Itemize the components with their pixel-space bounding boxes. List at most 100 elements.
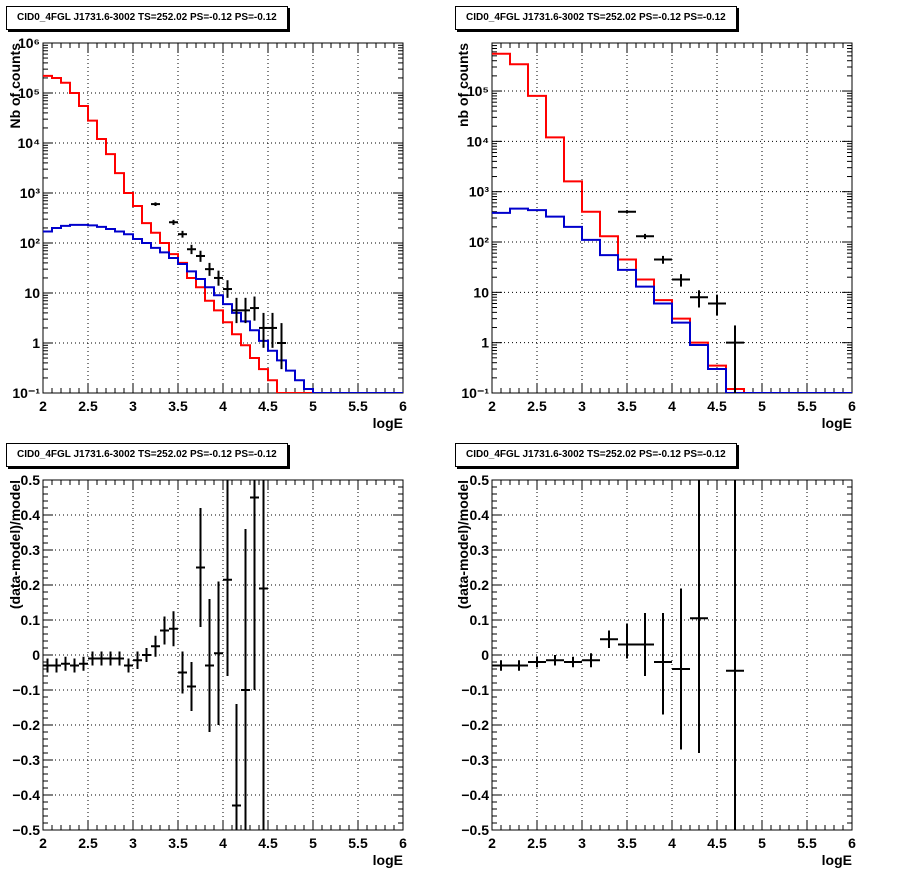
data-point — [636, 233, 654, 239]
residual-point — [160, 616, 169, 645]
x-tick-label: 4.5 — [258, 398, 278, 414]
y-tick-label: −0.2 — [12, 717, 40, 733]
residual-point — [636, 613, 654, 676]
background-histogram — [43, 223, 403, 393]
x-tick-label: 5.5 — [797, 398, 817, 414]
y-tick-label: −0.5 — [461, 822, 489, 838]
x-tick-label: 4 — [668, 398, 676, 414]
y-tick-label: 10³ — [469, 184, 490, 200]
residual-point — [250, 480, 259, 690]
y-tick-label: −0.3 — [461, 752, 489, 768]
y-tick-label: 10² — [469, 234, 490, 250]
x-tick-label: 3 — [129, 398, 137, 414]
residual-point — [70, 658, 79, 673]
x-tick-label: 2 — [488, 835, 496, 851]
chart-title: CID0_4FGL J1731.6-3002 TS=252.02 PS=-0.1… — [455, 6, 737, 30]
plot-2: 2 2.5 3 3.5 4 4.5 5 5.5 6 10⁻¹ 1 10 10² 10³ 10⁴ 10⁵ logE… — [455, 42, 856, 431]
data-point — [277, 323, 286, 370]
y-tick-label: −0.3 — [12, 752, 40, 768]
x-tick-label: 4 — [668, 835, 676, 851]
y-tick-label: 0.5 — [21, 472, 41, 488]
plot-frame — [491, 479, 853, 831]
x-tick-label: 6 — [399, 398, 407, 414]
data-point — [672, 274, 690, 287]
residual-point — [79, 656, 88, 671]
residual-point — [214, 581, 223, 725]
x-tick-label: 6 — [848, 398, 856, 414]
residual-point — [196, 508, 205, 627]
residual-point — [618, 623, 636, 659]
data-point — [708, 294, 726, 316]
data-point — [259, 312, 268, 348]
y-tick-label: 0.3 — [470, 542, 490, 558]
y-tick-label: 10⁶ — [18, 35, 40, 51]
x-tick-label: 2 — [39, 835, 47, 851]
residual-point — [205, 599, 214, 732]
data-point — [654, 255, 672, 264]
y-tick-label: 10³ — [20, 185, 41, 201]
residual-point — [61, 656, 70, 671]
total-histogram — [492, 52, 852, 393]
residual-point — [223, 480, 232, 676]
x-tick-label: 2.5 — [527, 398, 547, 414]
plot-4: 2 2.5 3 3.5 4 4.5 5 5.5 6 −0.5 −0.4 −0.3 −0.2 −0.1 0 0.… — [455, 472, 856, 868]
y-tick-label: −0.1 — [12, 682, 40, 698]
plot-frame — [42, 42, 404, 394]
plot-area — [43, 480, 268, 830]
x-axis-label: logE — [822, 415, 852, 431]
residual-point — [726, 480, 744, 830]
y-tick-label: 10⁻¹ — [12, 385, 40, 401]
residual-point — [133, 651, 142, 669]
x-tick-label: 4.5 — [258, 835, 278, 851]
residual-point — [528, 656, 546, 668]
x-tick-label: 2 — [39, 398, 47, 414]
y-axis-label: (data-model)/model — [455, 480, 471, 609]
y-tick-label: −0.5 — [12, 822, 40, 838]
residual-point — [492, 660, 510, 671]
data-point — [187, 244, 196, 255]
residual-point — [97, 651, 106, 666]
y-tick-label: −0.4 — [461, 787, 489, 803]
residual-point — [106, 651, 115, 666]
y-tick-label: 0.4 — [470, 507, 490, 523]
x-tick-label: 3 — [578, 398, 586, 414]
x-tick-label: 4 — [219, 398, 227, 414]
y-tick-label: 10⁴ — [18, 135, 41, 151]
x-tick-label: 5.5 — [348, 398, 368, 414]
y-tick-label: 0.2 — [21, 577, 41, 593]
residual-point — [115, 651, 124, 666]
residual-point — [690, 480, 708, 753]
x-tick-label: 5 — [758, 398, 766, 414]
x-tick-label: 5 — [309, 835, 317, 851]
y-tick-label: 0 — [32, 647, 40, 663]
x-tick-label: 2.5 — [78, 835, 98, 851]
y-tick-label: 0.3 — [21, 542, 41, 558]
plot-1: 2 2.5 3 3.5 4 4.5 5 5.5 6 10⁻¹ 1 10 10² 10³ 10⁴ 10⁵ 10⁶ l… — [7, 35, 407, 431]
residual-point — [672, 588, 690, 750]
y-tick-label: 0.1 — [21, 612, 41, 628]
x-tick-label: 3.5 — [617, 835, 637, 851]
y-tick-label: 10⁻¹ — [461, 385, 489, 401]
residual-point — [88, 651, 97, 666]
y-tick-label: 0.1 — [470, 612, 490, 628]
residual-point — [52, 658, 61, 673]
residual-point — [654, 613, 672, 715]
x-tick-label: 3.5 — [168, 835, 188, 851]
x-tick-label: 6 — [399, 835, 407, 851]
residual-point — [510, 660, 528, 671]
data-point — [726, 325, 744, 393]
x-tick-label: 3.5 — [168, 398, 188, 414]
y-tick-label: −0.4 — [12, 787, 40, 803]
residual-point — [124, 658, 133, 673]
plot-frame — [42, 479, 404, 831]
data-point — [618, 210, 636, 214]
x-tick-label: 5.5 — [348, 835, 368, 851]
plot-area — [492, 480, 744, 830]
data-point — [250, 296, 259, 321]
x-axis-label: logE — [373, 415, 403, 431]
y-tick-label: 10² — [20, 235, 41, 251]
x-tick-label: 5 — [758, 835, 766, 851]
x-tick-label: 3 — [578, 835, 586, 851]
chart-title: CID0_4FGL J1731.6-3002 TS=252.02 PS=-0.1… — [6, 6, 288, 30]
